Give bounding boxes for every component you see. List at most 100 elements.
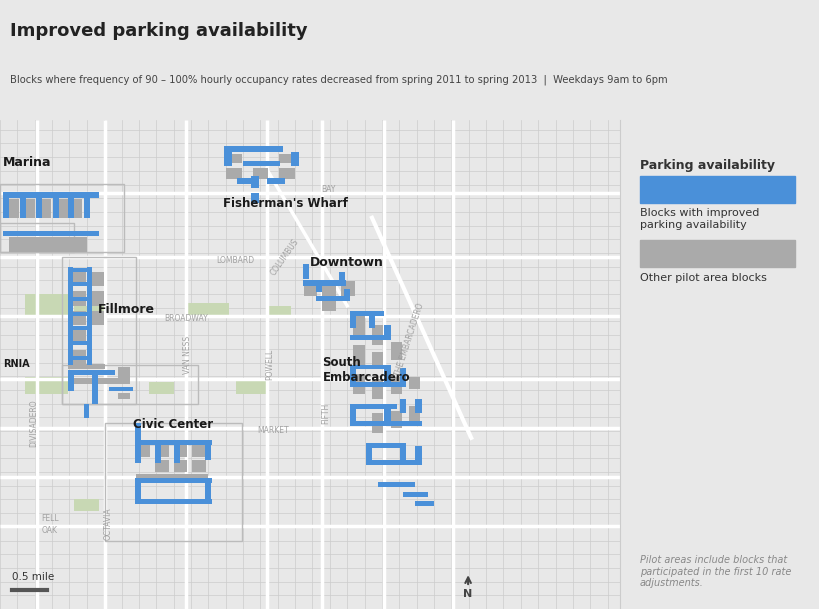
Bar bbox=[400, 446, 406, 460]
Bar bbox=[25, 377, 68, 394]
Bar bbox=[372, 352, 383, 365]
Text: Improved parking availability: Improved parking availability bbox=[10, 21, 307, 40]
Text: BROADWAY: BROADWAY bbox=[164, 314, 208, 323]
Bar bbox=[384, 368, 391, 382]
Bar bbox=[224, 152, 232, 166]
Bar bbox=[415, 501, 434, 506]
Bar bbox=[26, 199, 35, 218]
Bar bbox=[75, 306, 106, 318]
Bar bbox=[92, 390, 98, 404]
Text: South
Embarcadero: South Embarcadero bbox=[323, 356, 410, 384]
Bar bbox=[415, 446, 422, 460]
Bar bbox=[134, 499, 212, 504]
Bar bbox=[42, 199, 52, 218]
Bar bbox=[73, 311, 85, 325]
Bar bbox=[316, 280, 323, 292]
Bar bbox=[92, 291, 104, 306]
Text: Civic Center: Civic Center bbox=[133, 418, 214, 431]
Bar bbox=[92, 378, 123, 384]
Bar bbox=[640, 176, 795, 203]
Bar bbox=[205, 443, 210, 460]
Bar bbox=[251, 176, 259, 188]
Bar bbox=[155, 460, 169, 472]
Bar bbox=[134, 440, 212, 445]
Bar bbox=[192, 443, 206, 457]
Bar bbox=[302, 280, 346, 286]
Bar bbox=[68, 341, 92, 345]
Bar bbox=[344, 289, 351, 301]
Bar bbox=[323, 281, 336, 296]
Bar bbox=[75, 499, 99, 511]
Bar bbox=[134, 423, 141, 440]
Bar bbox=[25, 294, 68, 318]
Bar bbox=[351, 406, 356, 421]
Bar bbox=[68, 370, 111, 375]
Bar bbox=[52, 199, 59, 218]
Bar bbox=[372, 325, 383, 345]
Bar bbox=[351, 335, 384, 340]
Bar bbox=[137, 474, 208, 479]
Bar bbox=[149, 382, 174, 394]
Bar bbox=[108, 387, 133, 392]
Bar bbox=[118, 367, 130, 384]
Text: FIFTH: FIFTH bbox=[321, 403, 330, 424]
Bar bbox=[174, 444, 180, 463]
Bar bbox=[108, 370, 115, 375]
Bar bbox=[391, 411, 402, 428]
Text: N: N bbox=[464, 590, 473, 599]
Bar bbox=[366, 460, 422, 465]
Bar bbox=[68, 267, 73, 365]
Bar bbox=[84, 404, 88, 418]
Bar bbox=[323, 298, 336, 311]
Bar bbox=[351, 365, 391, 370]
Bar bbox=[73, 291, 85, 306]
Text: COLUMBUS: COLUMBUS bbox=[269, 237, 301, 277]
Bar bbox=[372, 414, 383, 433]
Text: FELL: FELL bbox=[41, 514, 58, 523]
Bar bbox=[391, 342, 402, 359]
Text: LOMBARD: LOMBARD bbox=[216, 256, 255, 266]
Text: THE EMBARCADERO: THE EMBARCADERO bbox=[393, 302, 425, 378]
Bar bbox=[134, 478, 212, 483]
Bar bbox=[3, 192, 99, 199]
Bar bbox=[68, 356, 92, 359]
Bar bbox=[68, 364, 106, 370]
Text: Parking availability: Parking availability bbox=[640, 159, 775, 172]
Text: Fillmore: Fillmore bbox=[98, 303, 155, 315]
Bar bbox=[351, 313, 356, 328]
Text: RNIA: RNIA bbox=[3, 359, 29, 370]
Bar bbox=[174, 443, 188, 457]
Bar bbox=[279, 154, 297, 163]
Bar bbox=[354, 345, 364, 365]
Bar bbox=[226, 154, 242, 163]
Bar bbox=[378, 482, 415, 487]
Text: VAN NESS: VAN NESS bbox=[183, 336, 192, 374]
Text: Downtown: Downtown bbox=[310, 256, 384, 269]
Bar bbox=[3, 199, 9, 218]
Bar bbox=[20, 199, 26, 218]
Bar bbox=[68, 297, 92, 301]
Bar bbox=[351, 404, 396, 409]
Bar bbox=[92, 311, 104, 325]
Bar bbox=[304, 281, 318, 296]
Bar bbox=[415, 399, 422, 414]
Text: OCTAVIA: OCTAVIA bbox=[104, 507, 113, 540]
Bar bbox=[253, 168, 269, 178]
Bar bbox=[354, 315, 364, 335]
Bar bbox=[351, 382, 406, 387]
Bar bbox=[174, 460, 188, 472]
Text: 0.5 mile: 0.5 mile bbox=[12, 572, 55, 582]
Bar bbox=[403, 491, 428, 496]
Text: BAY: BAY bbox=[321, 185, 336, 194]
Bar bbox=[36, 199, 42, 218]
Bar bbox=[366, 446, 372, 460]
Bar bbox=[134, 444, 141, 463]
Bar bbox=[366, 443, 406, 448]
Bar bbox=[236, 379, 267, 394]
Bar bbox=[0, 183, 124, 252]
Bar bbox=[155, 443, 169, 457]
Bar bbox=[0, 223, 75, 252]
Bar bbox=[384, 325, 391, 340]
Bar bbox=[369, 313, 375, 328]
Bar bbox=[73, 272, 85, 286]
